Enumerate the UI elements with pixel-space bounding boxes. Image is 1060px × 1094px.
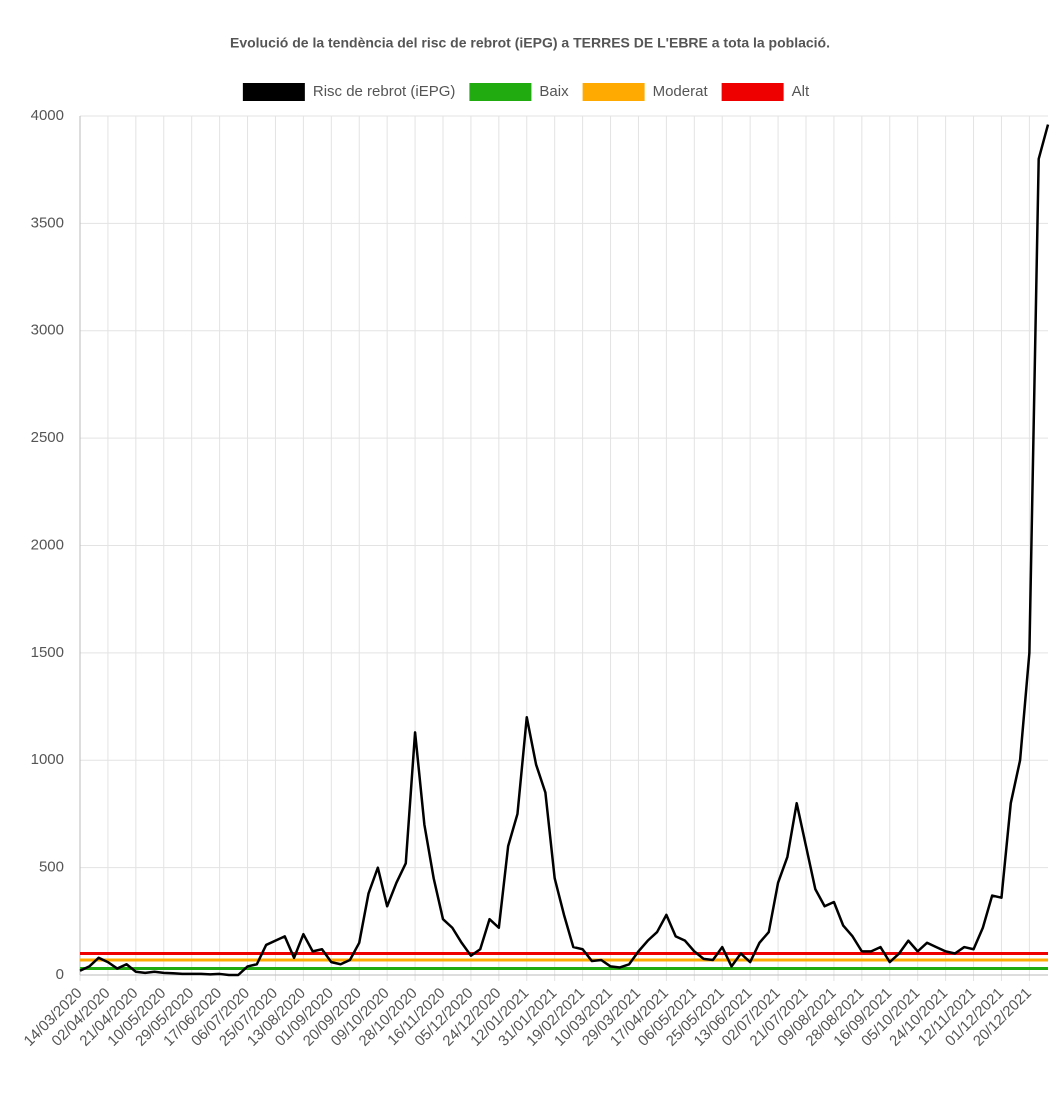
y-tick-label: 2500 — [31, 429, 64, 446]
legend: Risc de rebrot (iEPG) Baix Moderat Alt — [242, 83, 810, 101]
y-tick-label: 3500 — [31, 214, 64, 231]
y-tick-label: 1500 — [31, 644, 64, 661]
legend-label: Alt — [792, 83, 810, 100]
legend-swatch — [469, 83, 532, 101]
legend-swatch — [242, 83, 305, 101]
legend-label: Moderat — [653, 83, 709, 100]
legend-swatch — [721, 83, 784, 101]
chart-title: Evolució de la tendència del risc de reb… — [230, 35, 830, 51]
y-tick-label: 1000 — [31, 751, 64, 768]
series-line — [79, 124, 1050, 977]
y-tick-label: 500 — [39, 859, 64, 876]
y-tick-label: 3000 — [31, 322, 64, 339]
y-tick-label: 0 — [56, 966, 64, 983]
legend-label: Baix — [539, 83, 569, 100]
y-tick-label: 4000 — [31, 107, 64, 124]
legend-swatch — [582, 83, 645, 101]
legend-label: Risc de rebrot (iEPG) — [313, 83, 456, 100]
y-tick-label: 2000 — [31, 536, 64, 553]
